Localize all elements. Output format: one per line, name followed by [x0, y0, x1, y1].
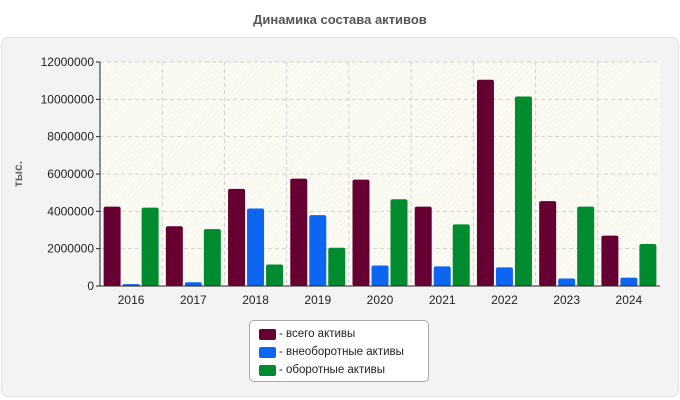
bar-current[interactable] [203, 229, 221, 286]
x-tick-label: 2021 [429, 293, 456, 307]
x-tick-label: 2017 [180, 293, 207, 307]
ticks: 0 2000000 4000000 6000000 8000000 10000000 120… [41, 55, 643, 307]
bar-current[interactable] [452, 224, 470, 286]
bar-noncurrent[interactable] [495, 267, 513, 286]
chart-title: Динамика состава активов [253, 12, 427, 27]
y-tick-label: 8000000 [47, 130, 94, 144]
x-tick-label: 2020 [367, 293, 394, 307]
bar-current[interactable] [639, 244, 657, 286]
bar-noncurrent[interactable] [184, 282, 202, 286]
bar-noncurrent[interactable] [309, 215, 327, 286]
x-tick-label: 2022 [491, 293, 518, 307]
y-tick-label: 0 [87, 279, 94, 293]
y-tick-label: 4000000 [47, 204, 94, 218]
bar-noncurrent[interactable] [620, 277, 638, 286]
grid [100, 61, 660, 286]
bar-total[interactable] [228, 188, 246, 286]
bar-noncurrent[interactable] [247, 208, 265, 286]
y-tick-label: 6000000 [47, 167, 94, 181]
y-axis-label: тыс. [11, 161, 25, 187]
bar-noncurrent[interactable] [433, 266, 451, 286]
bars [103, 79, 657, 287]
bar-total[interactable] [476, 79, 494, 286]
legend: - всего активы - внеоборотные активы - о… [249, 320, 429, 382]
legend-swatch-current [259, 364, 276, 376]
legend-label-current: - оборотные активы [279, 364, 386, 376]
bar-total[interactable] [539, 201, 557, 286]
bar-noncurrent[interactable] [371, 265, 389, 286]
legend-swatch-total [259, 328, 276, 340]
x-tick-label: 2018 [242, 293, 269, 307]
bar-total[interactable] [414, 206, 432, 286]
x-tick-label: 2024 [616, 293, 643, 307]
bar-current[interactable] [266, 264, 284, 286]
bar-total[interactable] [601, 235, 619, 286]
legend-label-noncurrent: - внеоборотные активы [279, 346, 404, 358]
bar-total[interactable] [103, 206, 121, 286]
legend-item-current[interactable]: - оборотные активы [259, 361, 428, 379]
bar-total[interactable] [290, 178, 308, 286]
bar-total[interactable] [352, 179, 370, 286]
bar-current[interactable] [514, 96, 532, 287]
bar-current[interactable] [141, 207, 159, 286]
x-tick-label: 2023 [553, 293, 580, 307]
legend-swatch-noncurrent [259, 346, 276, 358]
y-tick-label: 2000000 [47, 242, 94, 256]
x-tick-label: 2019 [304, 293, 331, 307]
x-tick-label: 2016 [118, 293, 145, 307]
legend-item-noncurrent[interactable]: - внеоборотные активы [259, 343, 428, 361]
bar-current[interactable] [390, 199, 408, 286]
legend-label-total: - всего активы [279, 328, 356, 340]
bar-total[interactable] [165, 226, 183, 286]
legend-item-total[interactable]: - всего активы [259, 325, 428, 343]
y-tick-label: 10000000 [41, 92, 95, 106]
bar-current[interactable] [328, 247, 346, 286]
bar-current[interactable] [577, 206, 595, 286]
y-tick-label: 12000000 [41, 55, 95, 69]
bar-noncurrent[interactable] [558, 278, 576, 286]
